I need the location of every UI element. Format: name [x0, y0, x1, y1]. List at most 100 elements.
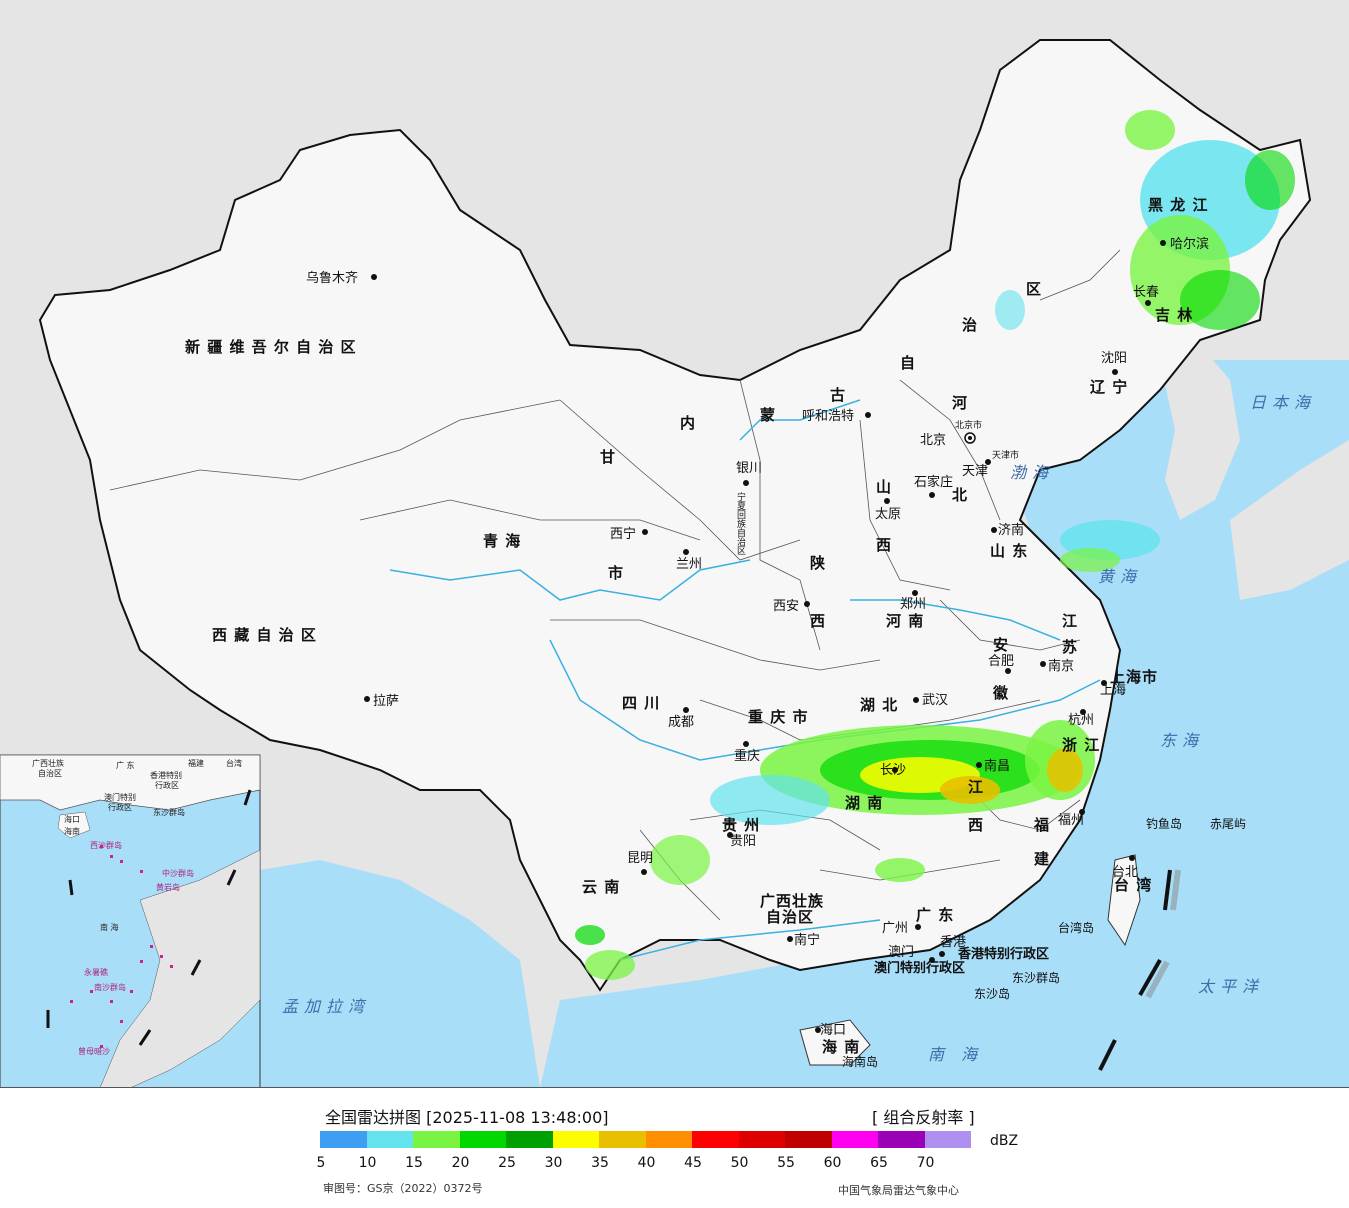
sea-label: 黄海 [1098, 567, 1142, 586]
map-approval-number: 审图号：GS京（2022）0372号 [323, 1182, 483, 1195]
legend-panel [0, 1089, 1349, 1208]
city-label: 北京市 [955, 419, 982, 431]
legend-tick-label: 60 [823, 1155, 842, 1171]
city-label: 福州 [1058, 813, 1084, 828]
province-label: 西 [968, 816, 984, 834]
city-label: 长春 [1133, 285, 1159, 300]
province-label: 市 [608, 564, 624, 582]
city-label: 昆明 [627, 851, 653, 866]
city-dot [929, 957, 935, 963]
province-label: 江 [968, 778, 984, 796]
city-label: 澳门 [888, 944, 914, 960]
color-swatch [738, 1131, 785, 1148]
island-label: 赤尾屿 [1210, 817, 1246, 831]
legend-tick-label: 55 [777, 1155, 795, 1171]
color-swatch [692, 1131, 739, 1148]
province-label: 安 [993, 636, 1009, 654]
city-dot [985, 459, 991, 465]
city-label: 乌鲁木齐 [306, 270, 358, 286]
south-china-sea-inset [0, 754, 261, 1087]
city-label: 济南 [998, 522, 1024, 538]
city-dot [1160, 240, 1166, 246]
province-label: 山 [876, 478, 892, 496]
capital-dot [968, 436, 972, 440]
inset-label: 自治区 [38, 768, 62, 778]
province-label: 甘 [600, 448, 616, 466]
sea-label: 日本海 [1250, 393, 1316, 412]
province-label: 自治区 [766, 908, 814, 926]
province-label: 上海市 [1110, 668, 1158, 686]
province-label: 西 [876, 536, 892, 554]
province-label-ningxia: 宁夏回族自治区 [735, 491, 746, 555]
sea-label: 东海 [1160, 731, 1204, 750]
city-label: 沈阳 [1101, 351, 1127, 366]
city-dot [913, 697, 919, 703]
city-label: 台北 [1112, 865, 1138, 880]
city-dot [727, 832, 733, 838]
province-label: 河 [952, 394, 968, 412]
city-label: 拉萨 [373, 694, 399, 709]
inset-label: 海口 [64, 814, 80, 824]
city-label: 太原 [875, 507, 901, 522]
city-dot [641, 869, 647, 875]
city-label: 武汉 [922, 693, 948, 708]
city-dot [884, 498, 890, 504]
province-label: 云 南 [582, 878, 620, 896]
province-label: 蒙 [760, 406, 776, 424]
city-dot [364, 696, 370, 702]
city-dot [815, 1027, 821, 1033]
color-swatch [924, 1131, 971, 1148]
inset-label: 台湾 [226, 758, 242, 768]
color-swatch [785, 1131, 832, 1148]
island-label: 香港特别行政区 [957, 946, 1049, 962]
legend-tick-label: 10 [358, 1155, 377, 1171]
city-dot [865, 412, 871, 418]
province-label: 陕 [810, 554, 826, 572]
city-dot [991, 527, 997, 533]
city-dot [787, 936, 793, 942]
city-label: 西安 [773, 599, 799, 614]
province-label: 西 藏 自 治 区 [212, 626, 317, 644]
city-dot [912, 590, 918, 596]
city-label: 西宁 [610, 526, 636, 542]
radar-echoes [575, 110, 1295, 980]
city-dot [1079, 809, 1085, 815]
city-label: 重庆 [734, 748, 760, 764]
province-label: 河 南 [886, 612, 924, 630]
island-label: 海南岛 [842, 1054, 878, 1069]
province-label: 江 [1062, 612, 1078, 630]
province-label: 山 东 [990, 542, 1028, 560]
city-label: 海口 [820, 1023, 846, 1038]
city-dot [915, 924, 921, 930]
color-swatch [459, 1131, 506, 1148]
color-swatch [366, 1131, 413, 1148]
province-label: 徽 [992, 684, 1009, 702]
city-dot [743, 741, 749, 747]
province-label: 广西壮族 [760, 892, 824, 910]
city-dot [804, 601, 810, 607]
province-label: 湖 北 [860, 696, 898, 714]
legend-tick-label: 25 [498, 1155, 516, 1171]
legend-unit: dBZ [990, 1133, 1019, 1149]
province-label: 黑 龙 江 [1148, 196, 1208, 214]
inset-label: 福建 [188, 758, 204, 768]
city-dot [1129, 855, 1135, 861]
legend-tick-label: 15 [405, 1155, 423, 1171]
city-label: 哈尔滨 [1170, 236, 1209, 252]
inset-island-label: 南沙群岛 [94, 982, 126, 992]
inset-label: 东沙群岛 [153, 807, 185, 817]
province-label: 治 [962, 316, 978, 334]
province-label: 福 [1033, 816, 1050, 834]
sea-label: 南 海 [928, 1045, 983, 1064]
inset-label: 行政区 [155, 780, 179, 790]
color-swatch [878, 1131, 925, 1148]
city-dot [1080, 709, 1086, 715]
province-label: 浙 江 [1062, 736, 1100, 754]
city-dot [642, 529, 648, 535]
province-label: 新 疆 维 吾 尔 自 治 区 [185, 338, 357, 356]
korea-peninsula [1160, 345, 1240, 520]
color-swatch [506, 1131, 553, 1148]
island-label: 钓鱼岛 [1146, 816, 1182, 831]
legend-title: 全国雷达拼图 [2025-11-08 13:48:00] [325, 1108, 609, 1127]
radar-map[interactable]: 新 疆 维 吾 尔 自 治 区 西 藏 自 治 区 青 海 甘 内 蒙 古 自 … [0, 0, 1349, 1088]
